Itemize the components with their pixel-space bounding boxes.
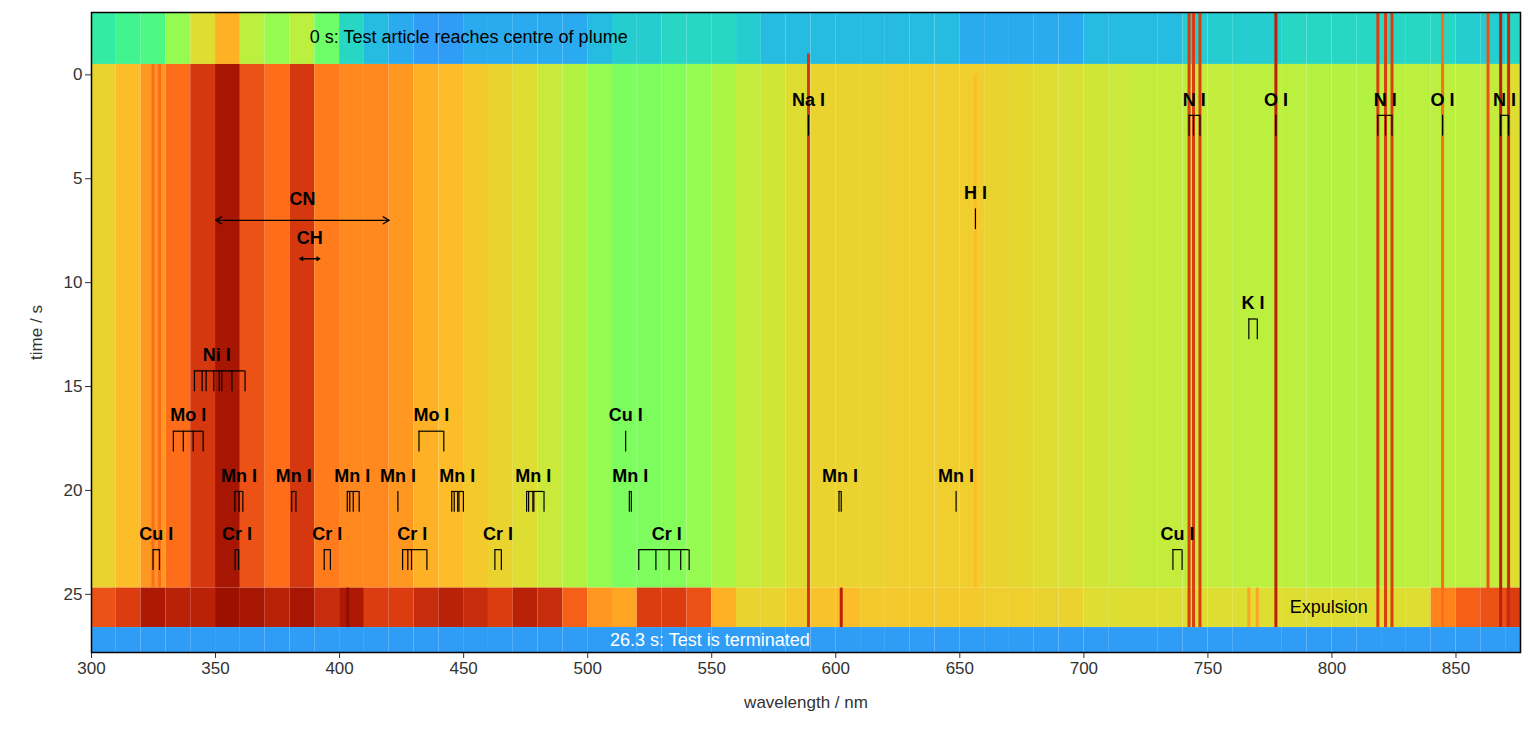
svg-text:time / s: time / s	[27, 305, 46, 360]
svg-text:750: 750	[1194, 659, 1222, 678]
svg-text:CN: CN	[289, 189, 315, 209]
svg-text:Mn I: Mn I	[515, 466, 551, 486]
svg-text:Mn I: Mn I	[276, 466, 312, 486]
svg-text:800: 800	[1318, 659, 1346, 678]
svg-text:550: 550	[698, 659, 726, 678]
svg-text:Cr I: Cr I	[312, 524, 342, 544]
svg-text:N I: N I	[1493, 90, 1516, 110]
svg-text:Mn I: Mn I	[938, 466, 974, 486]
svg-text:Mn I: Mn I	[221, 466, 257, 486]
svg-text:15: 15	[64, 377, 83, 396]
svg-text:5: 5	[73, 169, 82, 188]
svg-text:Cr I: Cr I	[397, 524, 427, 544]
svg-text:Mn I: Mn I	[439, 466, 475, 486]
svg-text:Mn I: Mn I	[612, 466, 648, 486]
svg-text:Na I: Na I	[792, 90, 825, 110]
svg-text:N I: N I	[1183, 90, 1206, 110]
svg-text:0 s: Test article reaches cent: 0 s: Test article reaches centre of plum…	[310, 27, 628, 47]
svg-text:K I: K I	[1242, 293, 1265, 313]
svg-text:650: 650	[946, 659, 974, 678]
svg-text:25: 25	[64, 585, 83, 604]
svg-text:Cu I: Cu I	[139, 524, 173, 544]
svg-text:Expulsion: Expulsion	[1290, 597, 1368, 617]
svg-text:10: 10	[64, 273, 83, 292]
svg-text:Ni I: Ni I	[203, 345, 231, 365]
svg-text:Mo I: Mo I	[170, 405, 206, 425]
svg-text:O I: O I	[1431, 90, 1455, 110]
svg-text:300: 300	[77, 659, 105, 678]
svg-text:Cu I: Cu I	[609, 405, 643, 425]
svg-text:Mo I: Mo I	[413, 405, 449, 425]
svg-text:20: 20	[64, 481, 83, 500]
svg-text:Mn I: Mn I	[380, 466, 416, 486]
svg-text:850: 850	[1442, 659, 1470, 678]
svg-text:600: 600	[822, 659, 850, 678]
svg-text:wavelength / nm: wavelength / nm	[743, 693, 868, 712]
svg-text:Cr I: Cr I	[222, 524, 252, 544]
svg-text:Cu I: Cu I	[1161, 524, 1195, 544]
svg-text:CH: CH	[297, 228, 323, 248]
svg-text:0: 0	[73, 65, 82, 84]
svg-text:Mn I: Mn I	[822, 466, 858, 486]
svg-text:26.3 s: Test is terminated: 26.3 s: Test is terminated	[610, 630, 810, 650]
svg-text:350: 350	[201, 659, 229, 678]
svg-text:N I: N I	[1374, 90, 1397, 110]
svg-text:450: 450	[449, 659, 477, 678]
svg-text:Mn I: Mn I	[334, 466, 370, 486]
svg-text:500: 500	[573, 659, 601, 678]
svg-text:H I: H I	[964, 183, 987, 203]
svg-text:O I: O I	[1264, 90, 1288, 110]
svg-text:Cr I: Cr I	[652, 524, 682, 544]
svg-text:Cr I: Cr I	[483, 524, 513, 544]
svg-text:400: 400	[325, 659, 353, 678]
svg-text:700: 700	[1070, 659, 1098, 678]
